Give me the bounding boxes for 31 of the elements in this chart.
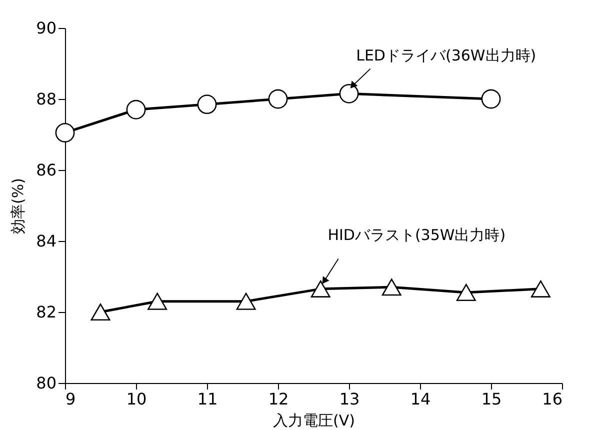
point xyxy=(382,278,402,296)
x-tick-label: 14 xyxy=(410,390,431,408)
x-tick-label: 12 xyxy=(268,390,289,408)
point xyxy=(197,94,217,114)
point xyxy=(268,89,288,109)
point xyxy=(148,292,168,310)
point xyxy=(126,100,146,120)
point xyxy=(339,84,359,104)
y-tick-label: 80 xyxy=(36,374,56,392)
point xyxy=(55,123,75,142)
x-tick-label: 15 xyxy=(481,390,502,408)
point xyxy=(236,292,256,310)
y-axis-title: 効率(%) xyxy=(9,178,28,234)
point xyxy=(456,284,476,301)
x-tick-label: 11 xyxy=(197,390,218,408)
y-tick-label: 88 xyxy=(36,90,56,108)
point xyxy=(481,89,501,109)
y-tick-label: 90 xyxy=(36,18,56,38)
point xyxy=(90,303,110,321)
x-tick-label: 13 xyxy=(339,390,360,408)
x-tick-label: 10 xyxy=(126,390,147,408)
y-tick-label: 86 xyxy=(36,160,56,180)
y-tick-label: 84 xyxy=(36,232,56,250)
annotation: LEDドライバ(36W出力時) xyxy=(356,46,536,64)
annotation: HIDバラスト(35W出力時) xyxy=(328,226,506,244)
point xyxy=(530,280,550,298)
x-tick-label: 9 xyxy=(66,390,76,408)
point xyxy=(310,280,330,298)
x-tick-label: 16 xyxy=(542,390,562,408)
y-tick-label: 82 xyxy=(36,302,56,322)
x-axis-title: 入力電圧(V) xyxy=(273,412,355,430)
